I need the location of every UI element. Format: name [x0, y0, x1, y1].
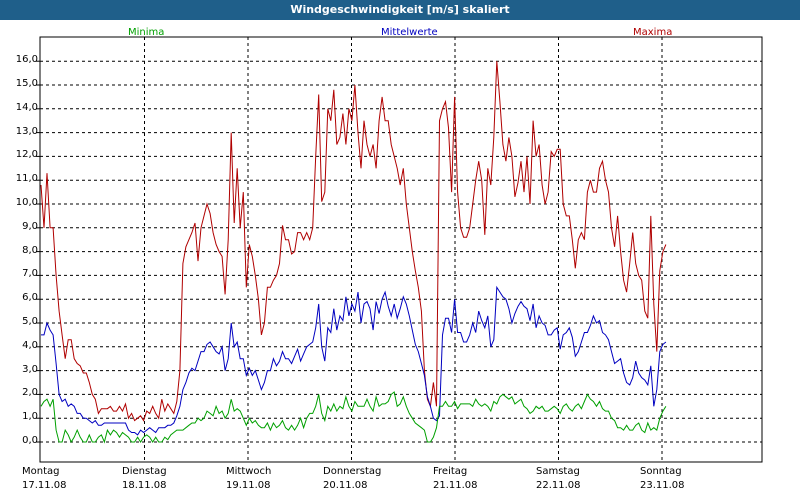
x-tick-label: Montag 17.11.08: [22, 465, 67, 493]
legend-minima: Minima: [128, 27, 165, 38]
y-tick-label: 1,0: [22, 411, 38, 423]
x-tick-date: 17.11.08: [22, 480, 67, 491]
y-tick-label: 13,0: [15, 125, 38, 137]
y-tick-label: 7,0: [22, 268, 38, 280]
x-tick-day: Sonntag: [640, 466, 682, 477]
series-line-mittelwerte: [41, 285, 667, 436]
y-tick-label: 12,0: [15, 149, 38, 161]
y-tick-label: 16,0: [15, 54, 38, 66]
y-tick-label: 2,0: [22, 387, 38, 399]
y-tick-label: 15,0: [15, 78, 38, 89]
x-tick-label: Samstag 22.11.08: [536, 465, 581, 493]
x-tick-date: 19.11.08: [226, 480, 271, 491]
x-tick-date: 22.11.08: [536, 480, 581, 491]
x-tick-date: 23.11.08: [640, 480, 685, 491]
x-tick-day: Mittwoch: [226, 466, 272, 477]
chart-title: Windgeschwindigkeit [m/s] skaliert: [0, 0, 800, 20]
x-tick-date: 18.11.08: [122, 480, 167, 491]
x-tick-label: Freitag 21.11.08: [433, 465, 478, 493]
x-tick-label: Sonntag 23.11.08: [640, 465, 685, 493]
y-tick-label: 8,0: [22, 244, 38, 256]
x-tick-day: Samstag: [536, 466, 580, 477]
plot-area: [36, 36, 763, 463]
x-tick-date: 21.11.08: [433, 480, 478, 491]
legend-maxima: Maxima: [633, 27, 673, 38]
y-tick-label: 11,0: [15, 173, 38, 185]
plot-frame: [39, 36, 763, 463]
y-tick-label: 6,0: [22, 292, 38, 304]
y-tick-label: 9,0: [22, 220, 38, 232]
series-line-maxima: [40, 61, 667, 422]
x-tick-day: Dienstag: [122, 466, 167, 477]
x-tick-day: Montag: [22, 466, 60, 477]
series-line-minima: [40, 391, 667, 444]
y-tick-label: 5,0: [22, 316, 38, 327]
x-tick-label: Dienstag 18.11.08: [122, 465, 167, 493]
y-tick-label: 3,0: [22, 363, 38, 375]
x-tick-day: Donnerstag: [323, 466, 382, 477]
legend-mittelwerte: Mittelwerte: [381, 27, 438, 38]
y-tick-label: 10,0: [15, 197, 38, 208]
y-tick-label: 4,0: [22, 339, 38, 351]
x-tick-label: Donnerstag 20.11.08: [323, 465, 381, 493]
x-tick-day: Freitag: [433, 466, 468, 477]
y-tick-label: 0,0: [22, 435, 38, 446]
x-tick-label: Mittwoch 19.11.08: [226, 465, 271, 493]
y-tick-label: 14,0: [15, 101, 38, 113]
x-tick-date: 20.11.08: [323, 480, 368, 491]
